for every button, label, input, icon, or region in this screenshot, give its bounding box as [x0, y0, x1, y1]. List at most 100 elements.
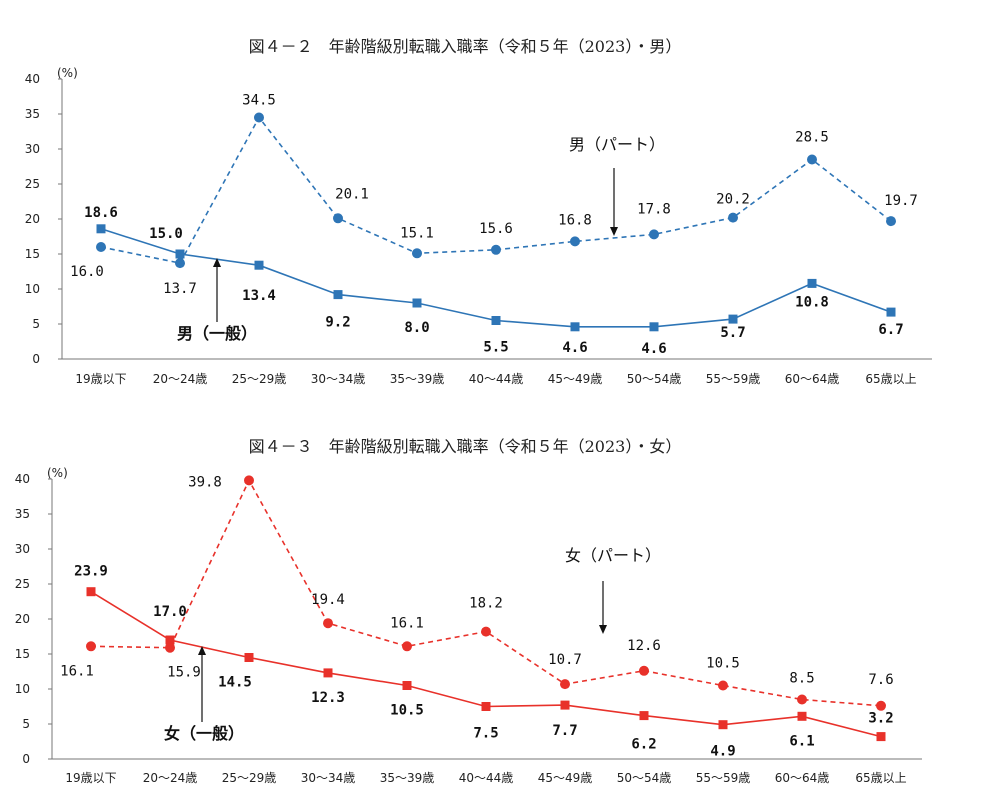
- x-tick-label: 65歳以上: [855, 771, 906, 785]
- data-point: [728, 314, 738, 324]
- series-line: [90, 478, 882, 707]
- data-label: 9.2: [325, 315, 350, 331]
- chart-female: 図４－３ 年齢階級別転職入職率（令和５年（2023）・女） (%) 0 5 10 15 20…: [15, 437, 922, 785]
- y-tick-label: 40: [15, 472, 30, 486]
- data-label: 13.4: [242, 288, 276, 304]
- data-point: [333, 290, 343, 300]
- x-tick-label: 50～54歳: [617, 771, 672, 785]
- chart-title: 図４－３ 年齢階級別転職入職率（令和５年（2023）・女）: [249, 437, 682, 456]
- y-axis-unit: (%): [47, 466, 68, 480]
- data-label: 4.6: [641, 341, 666, 357]
- data-point: [244, 475, 254, 486]
- x-tick-label: 20～24歳: [143, 771, 198, 785]
- data-point: [560, 700, 570, 710]
- y-axis-unit: (%): [57, 66, 78, 80]
- data-point: [254, 260, 264, 270]
- x-tick-label: 55～59歳: [706, 372, 761, 386]
- data-label: 20.1: [335, 186, 369, 202]
- series-general: 23.9 17.0 14.5 12.3 10.5 7.5 7.7 6.2 4.9 6.1 3.2: [74, 564, 894, 760]
- data-point: [718, 680, 728, 691]
- data-point: [412, 248, 422, 259]
- data-label: 16.1: [60, 663, 94, 679]
- data-point: [96, 242, 106, 252]
- data-label: 12.6: [627, 638, 661, 654]
- data-label: 4.6: [562, 340, 587, 356]
- data-label: 7.7: [552, 723, 577, 739]
- data-label: 3.2: [868, 711, 893, 727]
- data-point: [649, 322, 659, 332]
- y-tick-label: 5: [32, 317, 40, 331]
- y-tick-label: 0: [32, 352, 40, 366]
- data-point: [876, 700, 886, 711]
- x-tick-label: 19歳以下: [75, 372, 126, 386]
- data-label: 6.7: [878, 322, 903, 338]
- data-label: 7.6: [868, 672, 893, 688]
- data-point: [333, 213, 343, 224]
- data-point: [649, 229, 659, 240]
- annotation-part: 女（パート）: [565, 546, 661, 565]
- data-label: 8.0: [404, 320, 429, 336]
- x-tick-label: 30～34歳: [301, 771, 356, 785]
- data-point: [886, 216, 896, 227]
- annotation-general: 男（一般）: [177, 324, 257, 343]
- data-point: [175, 258, 185, 269]
- y-tick-label: 10: [15, 682, 30, 696]
- annotation-general-arrow: [213, 258, 221, 322]
- x-tick-label: 40～44歳: [459, 771, 514, 785]
- x-tick-label: 45～49歳: [548, 372, 603, 386]
- y-tick-label: 0: [22, 752, 30, 766]
- data-label: 5.5: [483, 340, 508, 356]
- data-point: [728, 212, 738, 223]
- y-tick-label: 15: [25, 247, 40, 261]
- data-label: 19.7: [884, 193, 918, 209]
- y-tick-label: 15: [15, 647, 30, 661]
- x-tick-label: 40～44歳: [469, 372, 524, 386]
- x-tick-label: 45～49歳: [538, 771, 593, 785]
- data-point: [86, 587, 96, 597]
- x-tick-label: 35～39歳: [380, 771, 435, 785]
- data-label: 28.5: [795, 130, 829, 146]
- x-tick-label: 30～34歳: [311, 372, 366, 386]
- data-label: 4.9: [710, 744, 735, 760]
- data-point: [797, 694, 807, 705]
- data-point: [797, 711, 807, 721]
- x-tick-label: 20～24歳: [153, 372, 208, 386]
- series-line: [100, 116, 892, 265]
- data-label: 10.7: [548, 652, 582, 668]
- y-tick-label: 20: [15, 612, 30, 626]
- series-line: [100, 228, 892, 328]
- data-point: [807, 154, 817, 165]
- series-part: 16.0 13.7 34.5 20.1 15.1 15.6 16.8 17.8 20.2 28.5…: [70, 93, 918, 298]
- annotation-part: 男（パート）: [569, 135, 665, 154]
- data-label: 39.8: [188, 474, 222, 490]
- y-tick-label: 35: [25, 107, 40, 121]
- data-point: [412, 298, 422, 308]
- data-point: [323, 668, 333, 678]
- data-point: [491, 244, 501, 255]
- y-tick-label: 20: [25, 212, 40, 226]
- series-part: 16.1 15.9 39.8 19.4 16.1 18.2 10.7 12.6 10.5 8.5 7…: [60, 474, 894, 711]
- data-label: 6.1: [789, 733, 814, 749]
- annotation-part-arrow: [610, 168, 618, 236]
- data-label: 18.6: [84, 205, 118, 221]
- data-label: 13.7: [163, 281, 197, 297]
- data-point: [560, 679, 570, 690]
- data-label: 12.3: [311, 690, 345, 706]
- y-tick-label: 10: [25, 282, 40, 296]
- data-point: [323, 618, 333, 629]
- y-tick-label: 5: [22, 717, 30, 731]
- data-point: [718, 720, 728, 730]
- data-point: [876, 732, 886, 742]
- x-tick-label: 55～59歳: [696, 771, 751, 785]
- data-point: [570, 236, 580, 247]
- data-point: [886, 307, 896, 317]
- data-label: 34.5: [242, 93, 276, 109]
- x-tick-label: 35～39歳: [390, 372, 445, 386]
- data-label: 15.6: [479, 221, 513, 237]
- x-tick-label: 25～29歳: [232, 372, 287, 386]
- data-point: [175, 249, 185, 259]
- data-point: [570, 322, 580, 332]
- data-label: 23.9: [74, 564, 108, 580]
- chart-title: 図４－２ 年齢階級別転職入職率（令和５年（2023）・男）: [249, 37, 682, 56]
